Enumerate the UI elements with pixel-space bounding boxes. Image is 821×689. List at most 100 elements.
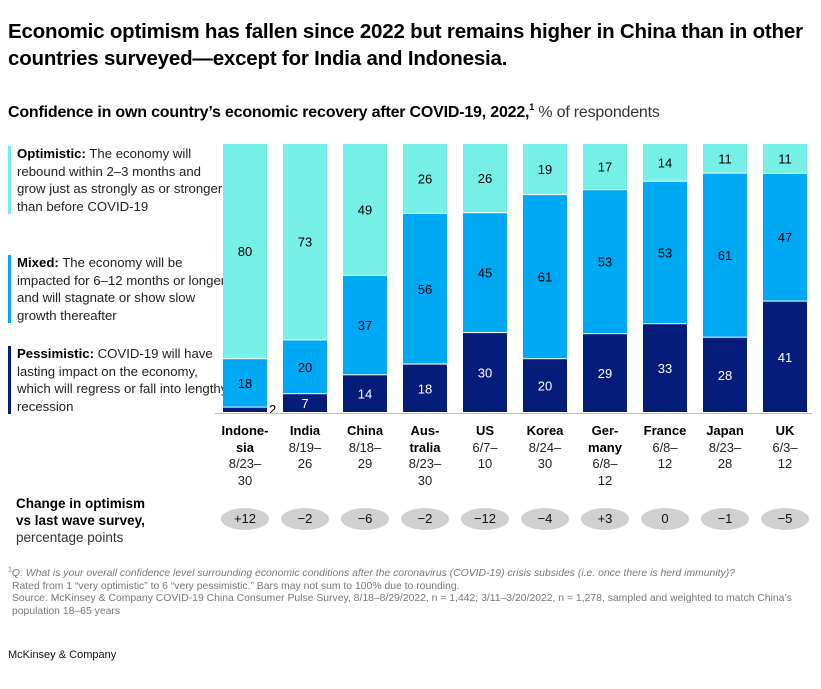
legend-text-optimistic: The economy will rebound within 2–3 mont… [17,146,223,214]
data-label-india-pessimistic: 7 [301,396,308,411]
legend-mixed: Mixed: The economy will be impacted for … [8,254,232,324]
legend-pessimistic: Pessimistic: COVID-19 will have lasting … [8,345,232,415]
category-label-germany: Ger-many 6/8– 12 [575,423,635,489]
data-label-uk-mixed: 47 [778,230,792,245]
bar-us-pessimistic [463,333,507,412]
category-dates: 6/8– [652,439,678,455]
legend-optimistic: Optimistic: The economy will rebound wit… [8,145,232,215]
bar-uk-mixed [763,173,807,301]
category-label-indonesia: Indone-sia 8/23– 30 [215,423,275,489]
category-dates: 6/8– [592,456,618,471]
footnote-question: Q: What is your overall confidence level… [11,568,735,580]
data-label-indonesia-pessimistic: 2 [269,402,276,417]
data-label-china-optimistic: 49 [358,202,372,217]
category-dates: 26 [297,456,313,471]
bar-korea-mixed [523,195,567,359]
change-label-line-2: vs last wave survey, [16,513,145,528]
category-dates: 12 [597,472,613,488]
data-label-china-pessimistic: 14 [358,387,372,402]
category-name: tralia [409,439,441,455]
category-name: US [475,423,495,438]
change-pill-japan: −1 [701,508,749,530]
change-pill-uk: −5 [761,508,809,530]
data-label-france-mixed: 53 [658,245,672,260]
data-label-uk-pessimistic: 41 [778,350,792,365]
bar-france-mixed [643,181,687,324]
data-label-indonesia-optimistic: 80 [238,244,252,259]
change-label-line-1: Change in optimism [16,496,146,511]
category-dates: 8/23– [228,456,262,471]
bar-india-pessimistic [283,394,327,412]
category-label-france: France 6/8– 12 [635,423,695,473]
bar-china-pessimistic [343,375,387,412]
data-label-india-mixed: 20 [298,360,312,375]
category-label-us: US 6/7– 10 [455,423,515,473]
category-name: Aus- [410,423,440,438]
category-label-korea: Korea 8/24– 30 [515,423,575,473]
legend-text-mixed: The economy will be impacted for 6–12 mo… [17,255,226,323]
legend-text-pessimistic: COVID-19 will have lasting impact on the… [17,346,228,414]
change-pill-france: 0 [641,508,689,530]
category-dates: 12 [777,456,793,471]
category-dates: 30 [537,456,553,471]
change-pill-china: −6 [341,508,389,530]
chart-subtitle: Confidence in own country’s economic rec… [8,102,660,122]
legend-label-optimistic: Optimistic: [17,146,86,161]
category-name: many [588,439,622,455]
legend-swatch-mixed [8,255,11,323]
category-name: sia [235,439,255,455]
category-dates: 29 [357,456,373,471]
category-dates: 8/19– [288,439,322,455]
change-label: Change in optimism vs last wave survey, … [16,495,145,546]
data-label-france-pessimistic: 33 [658,361,672,376]
category-dates: 8/23– [708,439,742,455]
bar-australia-optimistic [403,144,447,213]
category-name: France [643,423,687,438]
data-label-india-optimistic: 73 [298,235,312,250]
legend-label-pessimistic: Pessimistic: [17,346,94,361]
bar-germany-mixed [583,190,627,334]
legend-swatch-optimistic [8,146,11,214]
bar-india-optimistic [283,144,327,340]
data-label-us-pessimistic: 30 [478,366,492,381]
bar-uk-optimistic [763,144,807,173]
data-label-china-mixed: 37 [358,318,372,333]
data-label-japan-pessimistic: 28 [718,368,732,383]
subtitle-main: Confidence in own country’s economic rec… [8,104,530,121]
data-label-japan-optimistic: 11 [718,151,732,166]
chart-title: Economic optimism has fallen since 2022 … [8,20,803,70]
footnote-number: 1 [8,567,12,574]
category-label-india: India 8/19– 26 [275,423,335,473]
bar-germany-optimistic [583,144,627,190]
change-label-unit: percentage points [16,530,124,545]
category-name: UK [775,423,795,438]
bar-indonesia-mixed [223,359,267,407]
data-label-australia-mixed: 56 [418,282,432,297]
data-label-france-optimistic: 14 [658,155,672,170]
category-name: India [289,423,321,438]
data-label-indonesia-mixed: 18 [238,376,252,391]
category-name: Ger- [591,423,619,438]
data-label-korea-mixed: 61 [538,270,552,285]
data-label-australia-optimistic: 26 [418,172,432,187]
category-dates: 28 [717,456,733,471]
category-label-china: China 8/18– 29 [335,423,395,473]
bar-china-mixed [343,275,387,375]
data-label-us-optimistic: 26 [478,171,492,186]
data-label-korea-pessimistic: 20 [538,379,552,394]
bar-germany-pessimistic [583,334,627,412]
data-label-germany-optimistic: 17 [598,160,612,175]
category-dates: 8/24– [528,439,562,455]
category-name: China [346,423,384,438]
footnote-marker: 1 [529,102,535,112]
category-dates: 6/3– [772,439,798,455]
change-pill-australia: −2 [401,508,449,530]
category-dates: 30 [237,472,253,488]
bar-china-optimistic [343,144,387,275]
bar-france-pessimistic [643,324,687,412]
category-label-japan: Japan 8/23– 28 [695,423,755,473]
bar-japan-pessimistic [703,337,747,412]
data-label-australia-pessimistic: 18 [418,381,432,396]
category-label-uk: UK 6/3– 12 [755,423,815,473]
bar-australia-mixed [403,213,447,364]
